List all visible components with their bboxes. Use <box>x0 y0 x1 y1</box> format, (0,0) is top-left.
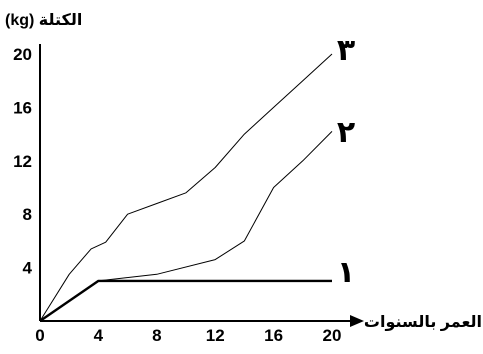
series-label-3: ٣ <box>337 34 355 67</box>
y-tick-labels: 4 8 12 16 20 <box>13 45 32 278</box>
series-line-1 <box>39 279 332 322</box>
x-axis-title: العمر بالسنوات <box>364 314 482 331</box>
x-tick-label: 20 <box>323 326 342 345</box>
y-axis-title: (kg) الكتلة <box>5 12 82 29</box>
x-tick-label: 16 <box>264 326 283 345</box>
series-line-3 <box>39 53 333 322</box>
series-label-1: ١ <box>337 256 355 289</box>
series-labels: ١ ٢ ٣ <box>337 34 355 289</box>
x-axis-arrowhead <box>350 315 364 327</box>
series-line-2 <box>39 131 333 322</box>
x-tick-label: 4 <box>94 326 104 345</box>
x-tick-label: 0 <box>35 326 44 345</box>
y-tick-label: 16 <box>13 98 32 117</box>
y-tick-label: 20 <box>13 45 32 64</box>
x-tick-labels: 0 4 8 12 16 20 <box>35 326 341 345</box>
series-label-2: ٢ <box>337 116 355 149</box>
x-tick-label: 12 <box>206 326 225 345</box>
x-tick-label: 8 <box>152 326 161 345</box>
y-tick-label: 4 <box>23 259 33 278</box>
axes <box>39 44 364 327</box>
series-lines <box>39 53 333 322</box>
y-tick-label: 8 <box>23 205 32 224</box>
y-tick-label: 12 <box>13 152 32 171</box>
